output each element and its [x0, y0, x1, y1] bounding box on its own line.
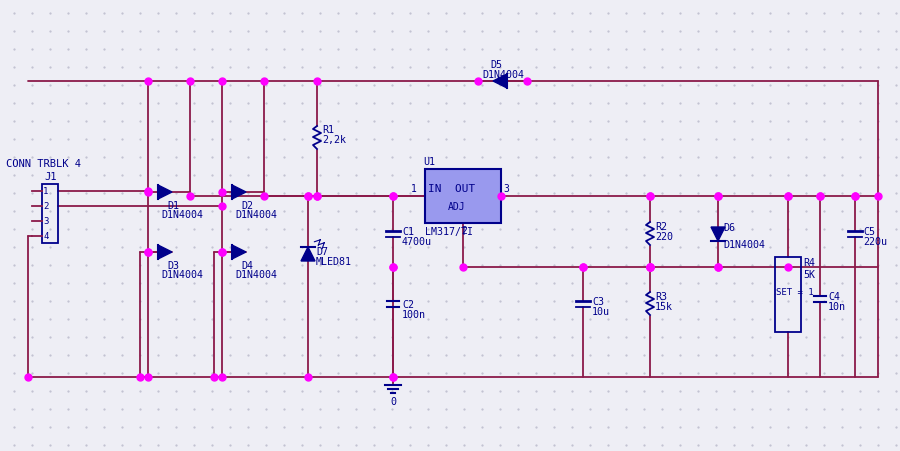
Polygon shape — [232, 186, 246, 199]
Polygon shape — [232, 245, 246, 259]
Text: 15k: 15k — [655, 301, 673, 311]
Text: 100n: 100n — [402, 309, 426, 319]
Text: D1N4004: D1N4004 — [723, 239, 765, 249]
Text: 5K: 5K — [803, 269, 815, 279]
Text: IN  OUT: IN OUT — [428, 184, 475, 193]
Text: 3: 3 — [43, 217, 49, 226]
Text: C3: C3 — [592, 296, 604, 306]
Text: R3: R3 — [655, 291, 667, 301]
Text: D1N4004: D1N4004 — [161, 210, 203, 220]
Text: SET = 1: SET = 1 — [776, 287, 814, 296]
Text: D1N4004: D1N4004 — [482, 70, 524, 80]
Bar — [775, 258, 801, 332]
Text: CONN TRBLK 4: CONN TRBLK 4 — [6, 159, 81, 169]
Polygon shape — [301, 248, 315, 262]
Text: C2: C2 — [402, 299, 414, 309]
Text: D6: D6 — [723, 222, 735, 232]
Text: J1: J1 — [44, 172, 57, 182]
Polygon shape — [493, 75, 507, 89]
Text: LM317/TI: LM317/TI — [425, 226, 473, 236]
Text: 1: 1 — [411, 184, 417, 193]
Text: D1: D1 — [167, 201, 179, 211]
Text: 2: 2 — [461, 226, 467, 235]
Text: 1: 1 — [43, 187, 49, 196]
Text: U1: U1 — [423, 156, 435, 166]
Text: D5: D5 — [490, 60, 502, 70]
Polygon shape — [711, 227, 725, 241]
Text: 2: 2 — [43, 202, 49, 211]
Text: R4: R4 — [803, 258, 815, 267]
Text: MLED81: MLED81 — [316, 257, 352, 267]
Text: C4: C4 — [828, 291, 840, 301]
Text: C1: C1 — [402, 226, 414, 236]
Bar — [425, 170, 501, 224]
Bar — [42, 184, 58, 244]
Polygon shape — [158, 186, 172, 199]
Text: 2,2k: 2,2k — [322, 135, 346, 145]
Text: D1N4004: D1N4004 — [235, 210, 277, 220]
Text: R2: R2 — [655, 221, 667, 231]
Text: 3: 3 — [503, 184, 508, 193]
Text: 4: 4 — [43, 232, 49, 241]
Text: D1N4004: D1N4004 — [235, 269, 277, 279]
Text: C5: C5 — [863, 226, 875, 236]
Text: 10n: 10n — [828, 301, 846, 311]
Text: R1: R1 — [322, 125, 334, 135]
Text: 220u: 220u — [863, 236, 887, 246]
Text: D4: D4 — [241, 260, 253, 271]
Polygon shape — [158, 245, 172, 259]
Text: ADJ: ADJ — [448, 202, 466, 212]
Text: D3: D3 — [167, 260, 179, 271]
Text: 4700u: 4700u — [402, 236, 432, 246]
Text: 0: 0 — [390, 396, 396, 406]
Text: D2: D2 — [241, 201, 253, 211]
Text: D1N4004: D1N4004 — [161, 269, 203, 279]
Text: D7: D7 — [316, 246, 328, 257]
Text: 220: 220 — [655, 231, 673, 241]
Text: 10u: 10u — [592, 306, 610, 316]
